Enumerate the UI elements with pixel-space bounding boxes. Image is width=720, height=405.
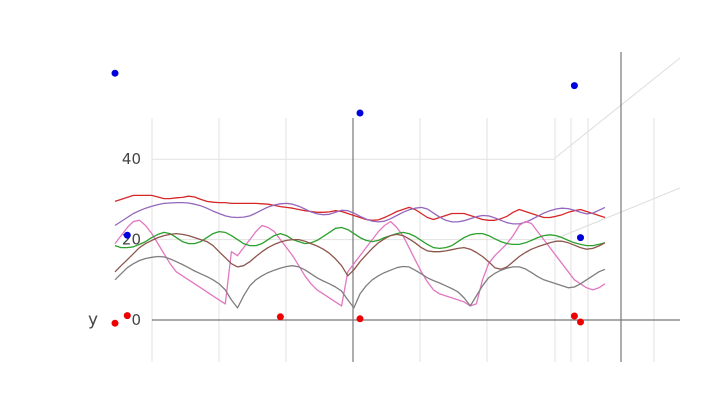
scatter-points [111, 69, 584, 327]
scatter-point-1-2 [276, 313, 284, 321]
series-line-2 [114, 219, 606, 307]
reference-lines [554, 57, 681, 240]
series-line-4 [114, 232, 606, 277]
series-line-5 [114, 255, 606, 309]
scatter-point-1-5 [577, 318, 584, 326]
scatter-point-0-4 [577, 234, 584, 242]
scatter-point-0-2 [356, 109, 364, 117]
series-line-3 [114, 226, 606, 250]
scatter-point-0-1 [123, 231, 131, 239]
y-tick-label-40: 40 [122, 150, 141, 168]
axes [152, 52, 680, 362]
scatter-point-1-0 [111, 319, 119, 327]
scatter-point-0-3 [570, 82, 578, 90]
series-line-0 [114, 194, 606, 221]
scatter-point-1-1 [123, 312, 131, 320]
y-tick-label-0: 0 [131, 311, 141, 329]
scatter-point-0-0 [111, 69, 119, 77]
scatter-point-1-3 [356, 315, 364, 323]
gridlines [151, 118, 655, 362]
series-lines [114, 194, 606, 309]
scatter-point-1-4 [570, 312, 578, 320]
reference-line-lower [554, 187, 681, 240]
reference-line-upper [554, 57, 681, 159]
y-axis-label: y [88, 310, 98, 330]
